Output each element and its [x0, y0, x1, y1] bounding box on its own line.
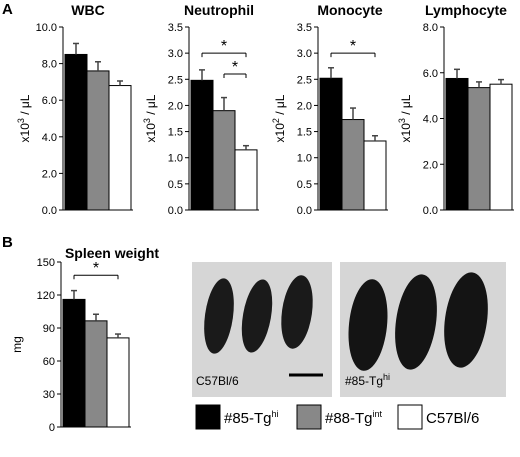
y-tick-label: 3.0 — [168, 48, 183, 60]
bar-#85-Tghi — [319, 77, 343, 211]
bar-#88-Tgint — [86, 70, 110, 211]
y-tick-label: 1.5 — [168, 127, 183, 139]
y-tick-label: 4.0 — [42, 132, 57, 144]
y-tick-label: 0.0 — [168, 205, 183, 217]
chart-3: Lymphocyte 0.0 2.0 4.0 6.0 8.0 x103 / μL — [397, 2, 514, 217]
chart-title: WBC — [71, 2, 104, 18]
bar-#85-Tghi — [445, 77, 469, 211]
legend-label-85tg: #85-Tghi — [224, 409, 279, 427]
y-tick-label: 3.0 — [297, 48, 312, 60]
y-tick-label: 8.0 — [423, 22, 438, 34]
bar-C57Bl/6 — [234, 149, 258, 211]
y-tick-label: 1.0 — [168, 153, 183, 165]
chart-4: Spleen weight 0 30 60 90 120 150 mg * — [10, 245, 159, 434]
y-axis-label: x103 / μL — [16, 94, 32, 142]
legend-label-88tg: #88-Tgint — [325, 409, 383, 427]
panel-label-a: A — [2, 1, 13, 18]
spleen-photo-85tg: #85-Tghi — [340, 262, 506, 397]
panel-label-b: B — [2, 234, 13, 251]
y-tick-label: 3.5 — [168, 22, 183, 34]
bar-#85-Tghi — [190, 79, 214, 211]
y-tick-label: 150 — [37, 257, 55, 269]
sig-label: * — [232, 59, 238, 76]
chart-2: Monocyte 0.0 0.5 1.0 1.5 2.0 2.5 3.0 3.5 x102 / μ… — [271, 2, 388, 217]
chart-1: Neutrophil 0.0 0.5 1.0 1.5 2.0 2.5 3.0 3.5 x103 /… — [142, 2, 259, 217]
legend: #85-Tghi #88-Tgint C57Bl/6 — [195, 404, 479, 430]
y-axis-label: x102 / μL — [271, 94, 287, 142]
bar-C57Bl/6 — [363, 140, 387, 211]
y-tick-label: 4.0 — [423, 114, 438, 126]
spleen-photo-c57: C57Bl/6 — [192, 262, 332, 397]
y-tick-label: 30 — [43, 389, 55, 401]
y-tick-label: 6.0 — [423, 68, 438, 80]
sig-label: * — [221, 38, 227, 55]
y-tick-label: 0.5 — [297, 179, 312, 191]
y-tick-label: 0.0 — [42, 205, 57, 217]
chart-title: Lymphocyte — [425, 2, 507, 18]
y-axis-label: mg — [10, 336, 24, 353]
y-tick-label: 0.0 — [297, 205, 312, 217]
y-tick-label: 0.5 — [168, 179, 183, 191]
sig-label: * — [350, 38, 356, 55]
chart-title: Monocyte — [317, 2, 383, 18]
y-tick-label: 1.5 — [297, 127, 312, 139]
legend-swatch-88tg — [296, 404, 322, 430]
y-axis-label: x103 / μL — [142, 94, 158, 142]
y-tick-label: 120 — [37, 290, 55, 302]
bar-#88-Tgint — [467, 87, 491, 211]
bar-#88-Tgint — [84, 320, 108, 428]
y-tick-label: 2.0 — [297, 100, 312, 112]
y-tick-label: 2.5 — [168, 74, 183, 86]
bar-C57Bl/6 — [108, 85, 132, 211]
y-tick-label: 2.5 — [297, 74, 312, 86]
y-tick-label: 0 — [49, 422, 55, 434]
y-tick-label: 2.0 — [423, 159, 438, 171]
bar-#85-Tghi — [64, 53, 88, 211]
y-axis-label: x103 / μL — [397, 94, 413, 142]
legend-label-c57: C57Bl/6 — [426, 410, 479, 427]
chart-0: WBC 0.0 2.0 4.0 6.0 8.0 10.0 x103 / μL — [16, 2, 133, 217]
chart-title: Neutrophil — [184, 2, 254, 18]
y-tick-label: 8.0 — [42, 59, 57, 71]
legend-swatch-85tg — [195, 404, 221, 430]
photo-label-85tg: #85-Tghi — [345, 372, 390, 388]
y-tick-label: 2.0 — [168, 100, 183, 112]
legend-swatch-c57 — [397, 404, 423, 430]
y-tick-label: 1.0 — [297, 153, 312, 165]
y-tick-label: 90 — [43, 323, 55, 335]
y-tick-label: 0.0 — [423, 205, 438, 217]
y-tick-label: 60 — [43, 356, 55, 368]
y-tick-label: 2.0 — [42, 168, 57, 180]
bar-#88-Tgint — [212, 110, 236, 211]
sig-label: * — [93, 260, 99, 277]
y-tick-label: 3.5 — [297, 22, 312, 34]
bar-C57Bl/6 — [106, 337, 130, 428]
y-tick-label: 10.0 — [36, 22, 57, 34]
y-tick-label: 6.0 — [42, 95, 57, 107]
photo-label-c57: C57Bl/6 — [196, 374, 239, 388]
chart-title: Spleen weight — [65, 245, 159, 261]
bar-#85-Tghi — [62, 298, 86, 428]
bar-C57Bl/6 — [489, 83, 513, 211]
bar-#88-Tgint — [341, 119, 365, 211]
